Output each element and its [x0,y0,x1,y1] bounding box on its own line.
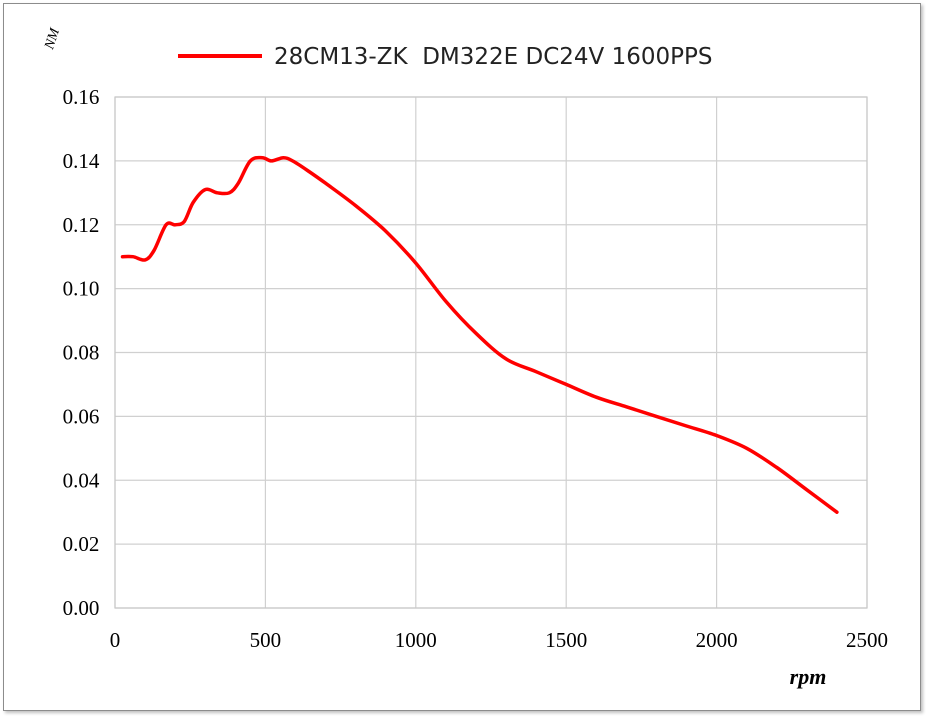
x-tick-label: 500 [250,628,282,652]
y-tick-label: 0.12 [63,213,100,237]
plot-border-rect [114,96,868,609]
x-axis-ticks: 0 500 1000 1500 2000 2500 [110,628,888,652]
plot-area-border [114,96,868,609]
y-tick-label: 0.02 [63,532,100,556]
chart-frame [3,3,921,711]
y-axis-label: NM [42,25,63,52]
y-axis-ticks: 0.00 0.02 0.04 0.06 0.08 0.10 0.12 0.14 0.16 [63,85,100,620]
legend: 28CM13-ZK DM322E DC24V 1600PPS [178,44,712,70]
x-tick-label: 0 [110,628,121,652]
grid-lines [114,96,868,609]
x-tick-label: 1500 [545,628,587,652]
x-tick-label: 2500 [846,628,888,652]
y-tick-label: 0.14 [63,149,100,173]
x-axis-label: rpm [790,664,827,689]
y-tick-label: 0.04 [63,468,100,492]
series-line-28cm13-zk [120,155,839,514]
x-tick-label: 1000 [395,628,437,652]
y-tick-label: 0.00 [63,596,100,620]
y-tick-label: 0.06 [63,404,100,428]
y-tick-label: 0.10 [63,277,100,301]
legend-entry: 28CM13-ZK DM322E DC24V 1600PPS [274,44,712,70]
x-tick-label: 2000 [696,628,738,652]
y-tick-label: 0.08 [63,341,100,365]
y-tick-label: 0.16 [63,85,100,109]
